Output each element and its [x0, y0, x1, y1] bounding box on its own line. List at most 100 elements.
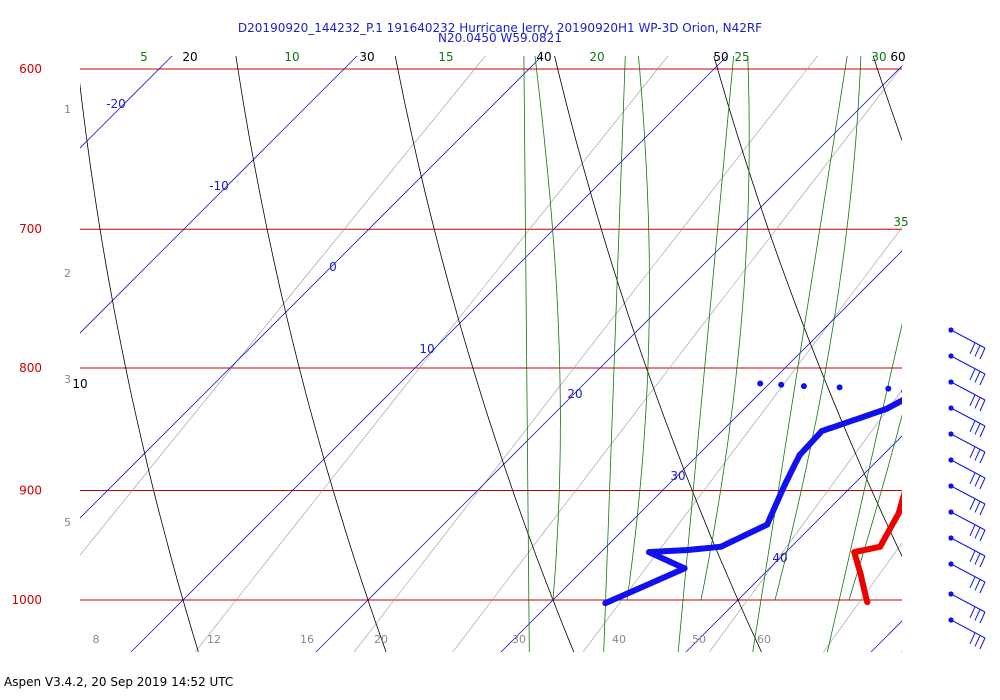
chart-title: D20190920_144232_P.1 191640232 Hurricane… — [238, 21, 762, 35]
mixing-ratio-label: 20 — [374, 633, 388, 646]
pressure-label: 1000 — [11, 593, 42, 607]
wind-barb — [948, 617, 986, 650]
mixing-ratio-line — [194, 56, 669, 652]
temperature-point — [857, 570, 864, 577]
mixing-ratio-label: 8 — [93, 633, 100, 646]
isotherm-label: 20 — [567, 387, 582, 401]
temperature-point — [993, 391, 999, 397]
temperature-line — [851, 490, 902, 606]
dry-adiabat-line — [713, 56, 902, 558]
grid-layer — [80, 0, 1000, 661]
temperature-point — [895, 510, 902, 517]
dewpoint-point — [901, 389, 902, 394]
height-label: 1 — [64, 103, 71, 116]
pressure-label: 900 — [19, 483, 42, 497]
moist-adiabat-label: 25 — [734, 50, 749, 64]
temperature-point — [904, 482, 910, 488]
wind-barb — [948, 561, 986, 594]
dewpoint-point — [781, 481, 788, 488]
temperature-point — [930, 452, 936, 458]
isotherm-line — [80, 56, 358, 334]
dewpoint-point — [778, 381, 785, 388]
dry-adiabat-label: 20 — [182, 50, 197, 64]
pressure-label: 800 — [19, 361, 42, 375]
pressure-label: 600 — [19, 62, 42, 76]
dewpoint-point — [764, 521, 771, 528]
mixing-ratio-line — [582, 227, 902, 652]
isotherm-label: -20 — [106, 97, 126, 111]
dry-adiabat-label: 10 — [72, 377, 87, 391]
isotherm-line — [80, 56, 543, 519]
mixing-ratio-label: 12 — [207, 633, 221, 646]
profile-layer — [602, 380, 999, 607]
dewpoint-point — [912, 391, 918, 397]
moist-adiabat-label: 10 — [284, 50, 299, 64]
moist-adiabat-line — [752, 56, 862, 652]
dewpoint-point — [836, 384, 843, 391]
mixing-ratio-line — [353, 56, 818, 652]
dewpoint-point — [757, 380, 764, 387]
dry-adiabat-label: 40 — [536, 50, 551, 64]
dewpoint-point — [681, 565, 688, 572]
mixing-ratio-line — [709, 389, 902, 652]
wind-barb — [948, 405, 986, 438]
height-label: 3 — [64, 373, 71, 386]
mixing-ratio-line — [80, 56, 486, 556]
moist-adiabat-label: 30 — [871, 50, 886, 64]
wind-barb — [948, 379, 986, 412]
moist-adiabat-label: 15 — [438, 50, 453, 64]
isotherm-line — [315, 65, 902, 652]
isotherm-label: 0 — [329, 260, 337, 274]
footer-text: Aspen V3.4.2, 20 Sep 2019 14:52 UTC — [4, 675, 233, 689]
chart-location: N20.0450 W59.0821 — [438, 31, 562, 45]
dry-adiabat-label: 60 — [890, 50, 905, 64]
mixing-ratio-label: 16 — [300, 633, 314, 646]
moist-adiabat-label: 35 — [893, 215, 908, 229]
dewpoint-point — [646, 549, 652, 556]
dewpoint-point — [602, 600, 609, 607]
wind-barb — [948, 431, 986, 464]
dry-adiabat-line — [554, 56, 762, 652]
dewpoint-point — [800, 383, 807, 390]
moist-adiabat-line — [973, 0, 1000, 661]
pressure-label: 700 — [19, 222, 42, 236]
wind-barb — [948, 353, 986, 386]
mixing-ratio-label: 50 — [692, 633, 706, 646]
moist-adiabat-label: 20 — [589, 50, 604, 64]
dewpoint-point — [883, 405, 890, 412]
dewpoint-point — [718, 543, 724, 550]
dry-adiabat-label: 50 — [713, 50, 728, 64]
isotherm-line — [80, 56, 173, 149]
dewpoint-point — [796, 452, 803, 459]
dry-adiabat-line — [80, 82, 199, 652]
isotherm-label: 40 — [772, 551, 787, 565]
height-label: 5 — [64, 516, 71, 529]
isotherm-line — [500, 250, 902, 652]
isotherm-line — [685, 435, 902, 652]
wind-barbs — [948, 327, 986, 650]
moist-adiabat-line — [677, 56, 750, 652]
moist-adiabat-line — [826, 322, 902, 652]
wind-barb — [948, 483, 986, 516]
dry-adiabat-line — [394, 56, 575, 652]
mixing-ratio-label: 30 — [512, 633, 526, 646]
dewpoint-point — [818, 428, 825, 435]
wind-barb — [948, 535, 986, 568]
dewpoint-point — [885, 385, 892, 392]
temperature-point — [864, 599, 871, 606]
moist-adiabat-line — [523, 56, 561, 652]
mixing-ratio-line — [452, 65, 902, 652]
mixing-ratio-label: 40 — [612, 633, 626, 646]
isotherm-label: -10 — [209, 179, 229, 193]
dewpoint-point — [685, 547, 692, 553]
dry-adiabat-label: 30 — [359, 50, 374, 64]
moist-adiabat-label: 5 — [140, 50, 148, 64]
wind-barb — [948, 327, 986, 360]
temperature-point — [877, 543, 884, 550]
wind-barb — [948, 591, 986, 624]
dewpoint-line — [602, 397, 902, 607]
wind-barb — [948, 509, 986, 542]
isotherm-label: 10 — [419, 342, 434, 356]
